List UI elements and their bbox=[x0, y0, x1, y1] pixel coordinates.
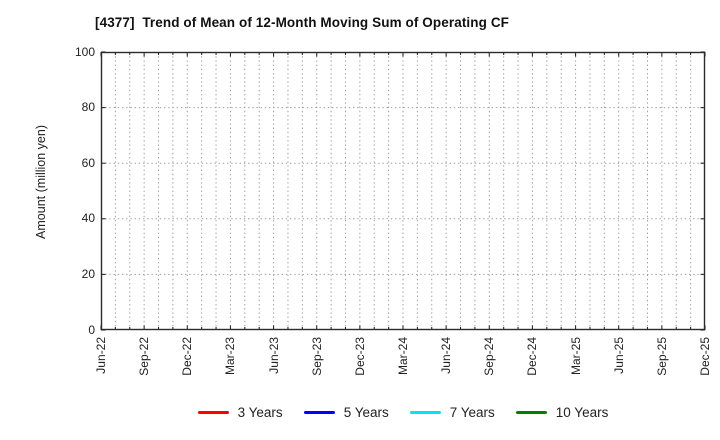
chart-title: [4377] Trend of Mean of 12-Month Moving … bbox=[95, 15, 510, 30]
legend-label: 5 Years bbox=[343, 404, 389, 420]
legend-item: 7 Years bbox=[409, 404, 495, 420]
legend-line-swatch bbox=[515, 410, 547, 414]
x-tick-label: Mar-25 bbox=[568, 337, 583, 376]
x-tick-label: Jun-24 bbox=[439, 337, 454, 374]
x-tick-label: Mar-23 bbox=[223, 337, 238, 376]
legend-item: 10 Years bbox=[515, 404, 609, 420]
x-tick-label: Sep-25 bbox=[654, 337, 669, 376]
y-tick-label: 20 bbox=[81, 266, 95, 281]
y-tick-label: 0 bbox=[88, 322, 95, 337]
x-tick-label: Jun-25 bbox=[611, 337, 626, 374]
legend-item: 5 Years bbox=[303, 404, 389, 420]
x-tick-label: Dec-24 bbox=[525, 337, 540, 376]
legend-line-swatch bbox=[409, 410, 441, 414]
y-tick-label: 80 bbox=[81, 100, 95, 115]
legend: 3 Years 5 Years 7 Years 10 Years bbox=[101, 403, 705, 421]
legend-item: 3 Years bbox=[197, 404, 283, 420]
legend-label: 7 Years bbox=[449, 404, 495, 420]
plot-area bbox=[100, 51, 706, 331]
legend-line-swatch bbox=[303, 410, 335, 414]
legend-label: 3 Years bbox=[237, 404, 283, 420]
x-tick-label: Jun-22 bbox=[94, 337, 108, 374]
x-tick-label: Sep-24 bbox=[482, 337, 497, 376]
legend-line-swatch bbox=[197, 410, 229, 414]
x-tick-label: Sep-22 bbox=[137, 337, 152, 376]
y-tick-label: 100 bbox=[74, 44, 95, 59]
x-tick-label: Mar-24 bbox=[396, 337, 410, 376]
x-tick-label: Dec-25 bbox=[698, 337, 712, 376]
y-tick-label: 60 bbox=[81, 155, 95, 170]
y-tick-label: 40 bbox=[81, 211, 95, 226]
x-tick-label: Dec-23 bbox=[352, 337, 367, 376]
legend-label: 10 Years bbox=[555, 404, 609, 420]
x-tick-label: Sep-23 bbox=[309, 337, 324, 376]
x-tick-label: Dec-22 bbox=[180, 337, 195, 376]
x-tick-label: Jun-23 bbox=[266, 337, 281, 374]
